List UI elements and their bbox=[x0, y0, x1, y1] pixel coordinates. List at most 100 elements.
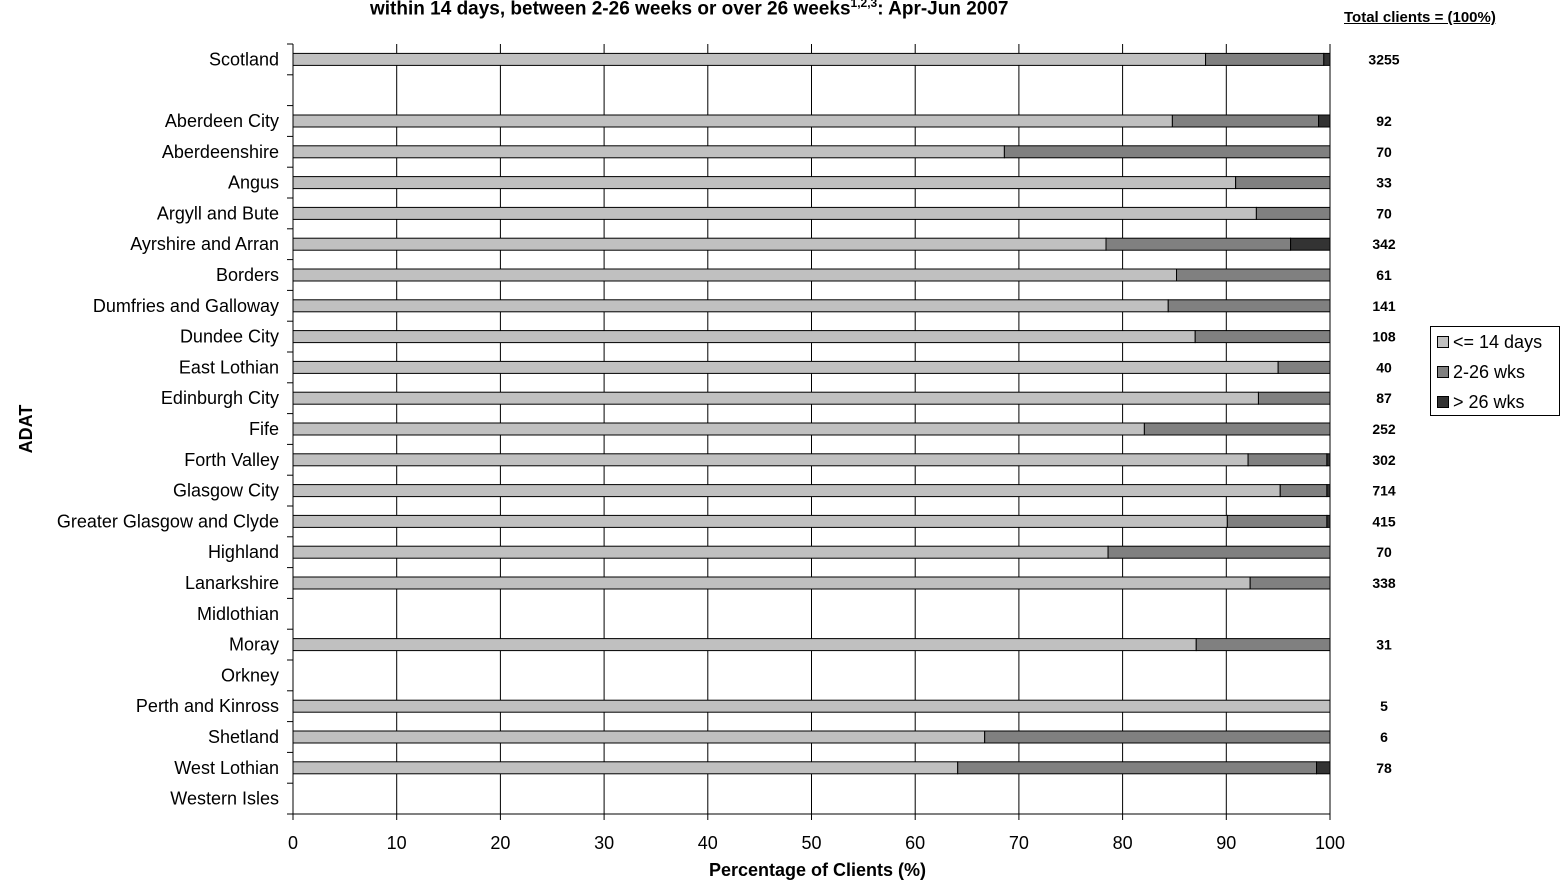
y-axis-title: ADAT bbox=[16, 405, 36, 454]
bar-segment bbox=[292, 176, 1237, 190]
bar-segment bbox=[292, 422, 1145, 436]
legend-label: > 26 wks bbox=[1453, 391, 1525, 412]
category-label: Dumfries and Galloway bbox=[93, 296, 279, 316]
bar-segment bbox=[292, 360, 1279, 374]
x-tick-label: 50 bbox=[801, 833, 821, 853]
x-tick-label: 90 bbox=[1216, 833, 1236, 853]
total-label: 5 bbox=[1380, 698, 1388, 714]
category-label: Fife bbox=[249, 419, 279, 439]
category-label: Ayrshire and Arran bbox=[130, 234, 279, 254]
bar-segment bbox=[292, 299, 1169, 313]
bar-segment bbox=[1326, 484, 1331, 498]
bar-segment bbox=[1257, 391, 1331, 405]
bar-segment bbox=[292, 514, 1228, 528]
bar-segment bbox=[1323, 52, 1331, 66]
x-tick-label: 0 bbox=[288, 833, 298, 853]
bar-segment bbox=[292, 484, 1281, 498]
total-label: 31 bbox=[1376, 637, 1392, 653]
bar-segment bbox=[1107, 545, 1331, 559]
total-label: 70 bbox=[1376, 544, 1392, 560]
total-label: 70 bbox=[1376, 144, 1392, 160]
total-label: 141 bbox=[1372, 298, 1396, 314]
total-label: 3255 bbox=[1368, 51, 1399, 67]
bar-segment bbox=[1195, 638, 1331, 652]
bar-segment bbox=[292, 206, 1257, 220]
bar-segment bbox=[292, 391, 1259, 405]
x-tick-label: 60 bbox=[905, 833, 925, 853]
total-label: 87 bbox=[1376, 390, 1392, 406]
bar-segment bbox=[1316, 761, 1331, 775]
bar-segment bbox=[292, 330, 1196, 344]
category-label: East Lothian bbox=[179, 357, 279, 377]
x-tick-label: 70 bbox=[1009, 833, 1029, 853]
legend-item: 2-26 wks bbox=[1437, 362, 1525, 382]
legend-item: > 26 wks bbox=[1437, 392, 1525, 412]
category-label: Midlothian bbox=[197, 604, 279, 624]
total-label: 70 bbox=[1376, 205, 1392, 221]
legend-swatch bbox=[1437, 336, 1449, 348]
bar-segment bbox=[292, 268, 1178, 282]
bar-segment bbox=[1205, 52, 1325, 66]
bar-segment bbox=[1277, 360, 1331, 374]
category-label: Borders bbox=[216, 265, 279, 285]
x-tick-label: 20 bbox=[490, 833, 510, 853]
bar-segment bbox=[292, 638, 1197, 652]
bar-segment bbox=[292, 730, 986, 744]
category-label: Edinburgh City bbox=[161, 388, 279, 408]
bar-segment bbox=[957, 761, 1318, 775]
legend: <= 14 days 2-26 wks > 26 wks bbox=[1430, 326, 1560, 416]
legend-label: 2-26 wks bbox=[1453, 361, 1526, 382]
category-label: Scotland bbox=[209, 49, 279, 69]
category-label: Forth Valley bbox=[184, 450, 279, 470]
bar-segment bbox=[1318, 114, 1331, 128]
total-label: 342 bbox=[1372, 236, 1396, 252]
legend-item: <= 14 days bbox=[1437, 332, 1542, 352]
bar-segment bbox=[292, 576, 1251, 590]
bar-segment bbox=[1326, 453, 1331, 467]
total-label: 78 bbox=[1376, 760, 1392, 776]
category-label: Greater Glasgow and Clyde bbox=[57, 511, 279, 531]
bar-segment bbox=[1003, 145, 1331, 159]
bar-segment bbox=[1143, 422, 1331, 436]
total-label: 302 bbox=[1372, 452, 1396, 468]
total-label: 40 bbox=[1376, 359, 1392, 375]
category-label: Aberdeenshire bbox=[162, 142, 279, 162]
x-tick-label: 10 bbox=[387, 833, 407, 853]
category-label: Highland bbox=[208, 542, 279, 562]
category-label: Glasgow City bbox=[173, 481, 279, 501]
legend-swatch bbox=[1437, 396, 1449, 408]
legend-swatch bbox=[1437, 366, 1449, 378]
bar-segment bbox=[292, 761, 959, 775]
bar-segment bbox=[292, 699, 1331, 713]
total-label: 92 bbox=[1376, 113, 1392, 129]
bar-segment bbox=[1235, 176, 1331, 190]
x-tick-label: 80 bbox=[1113, 833, 1133, 853]
category-label: Angus bbox=[228, 173, 279, 193]
total-label: 338 bbox=[1372, 575, 1396, 591]
bar-segment bbox=[1194, 330, 1331, 344]
category-label: Aberdeen City bbox=[165, 111, 279, 131]
bar-segment bbox=[1167, 299, 1331, 313]
x-tick-label: 30 bbox=[594, 833, 614, 853]
total-label: 33 bbox=[1376, 175, 1392, 191]
bar-segment bbox=[1255, 206, 1331, 220]
category-label: Perth and Kinross bbox=[136, 696, 279, 716]
x-tick-label: 40 bbox=[698, 833, 718, 853]
bar-segment bbox=[1171, 114, 1320, 128]
bar-segment bbox=[1290, 237, 1331, 251]
bar-segment bbox=[292, 545, 1109, 559]
total-label: 252 bbox=[1372, 421, 1396, 437]
category-label: Shetland bbox=[208, 727, 279, 747]
bar-segment bbox=[292, 145, 1005, 159]
bar-segment bbox=[1326, 514, 1331, 528]
bar-segment bbox=[292, 453, 1249, 467]
total-label: 415 bbox=[1372, 513, 1396, 529]
total-label: 61 bbox=[1376, 267, 1392, 283]
category-label: Argyll and Bute bbox=[157, 203, 279, 223]
bar-segment bbox=[292, 114, 1173, 128]
bar-segment bbox=[984, 730, 1331, 744]
bar-segment bbox=[1247, 453, 1328, 467]
legend-label: <= 14 days bbox=[1453, 331, 1543, 352]
chart-title-suffix: : Apr-Jun 2007 bbox=[877, 0, 1009, 20]
